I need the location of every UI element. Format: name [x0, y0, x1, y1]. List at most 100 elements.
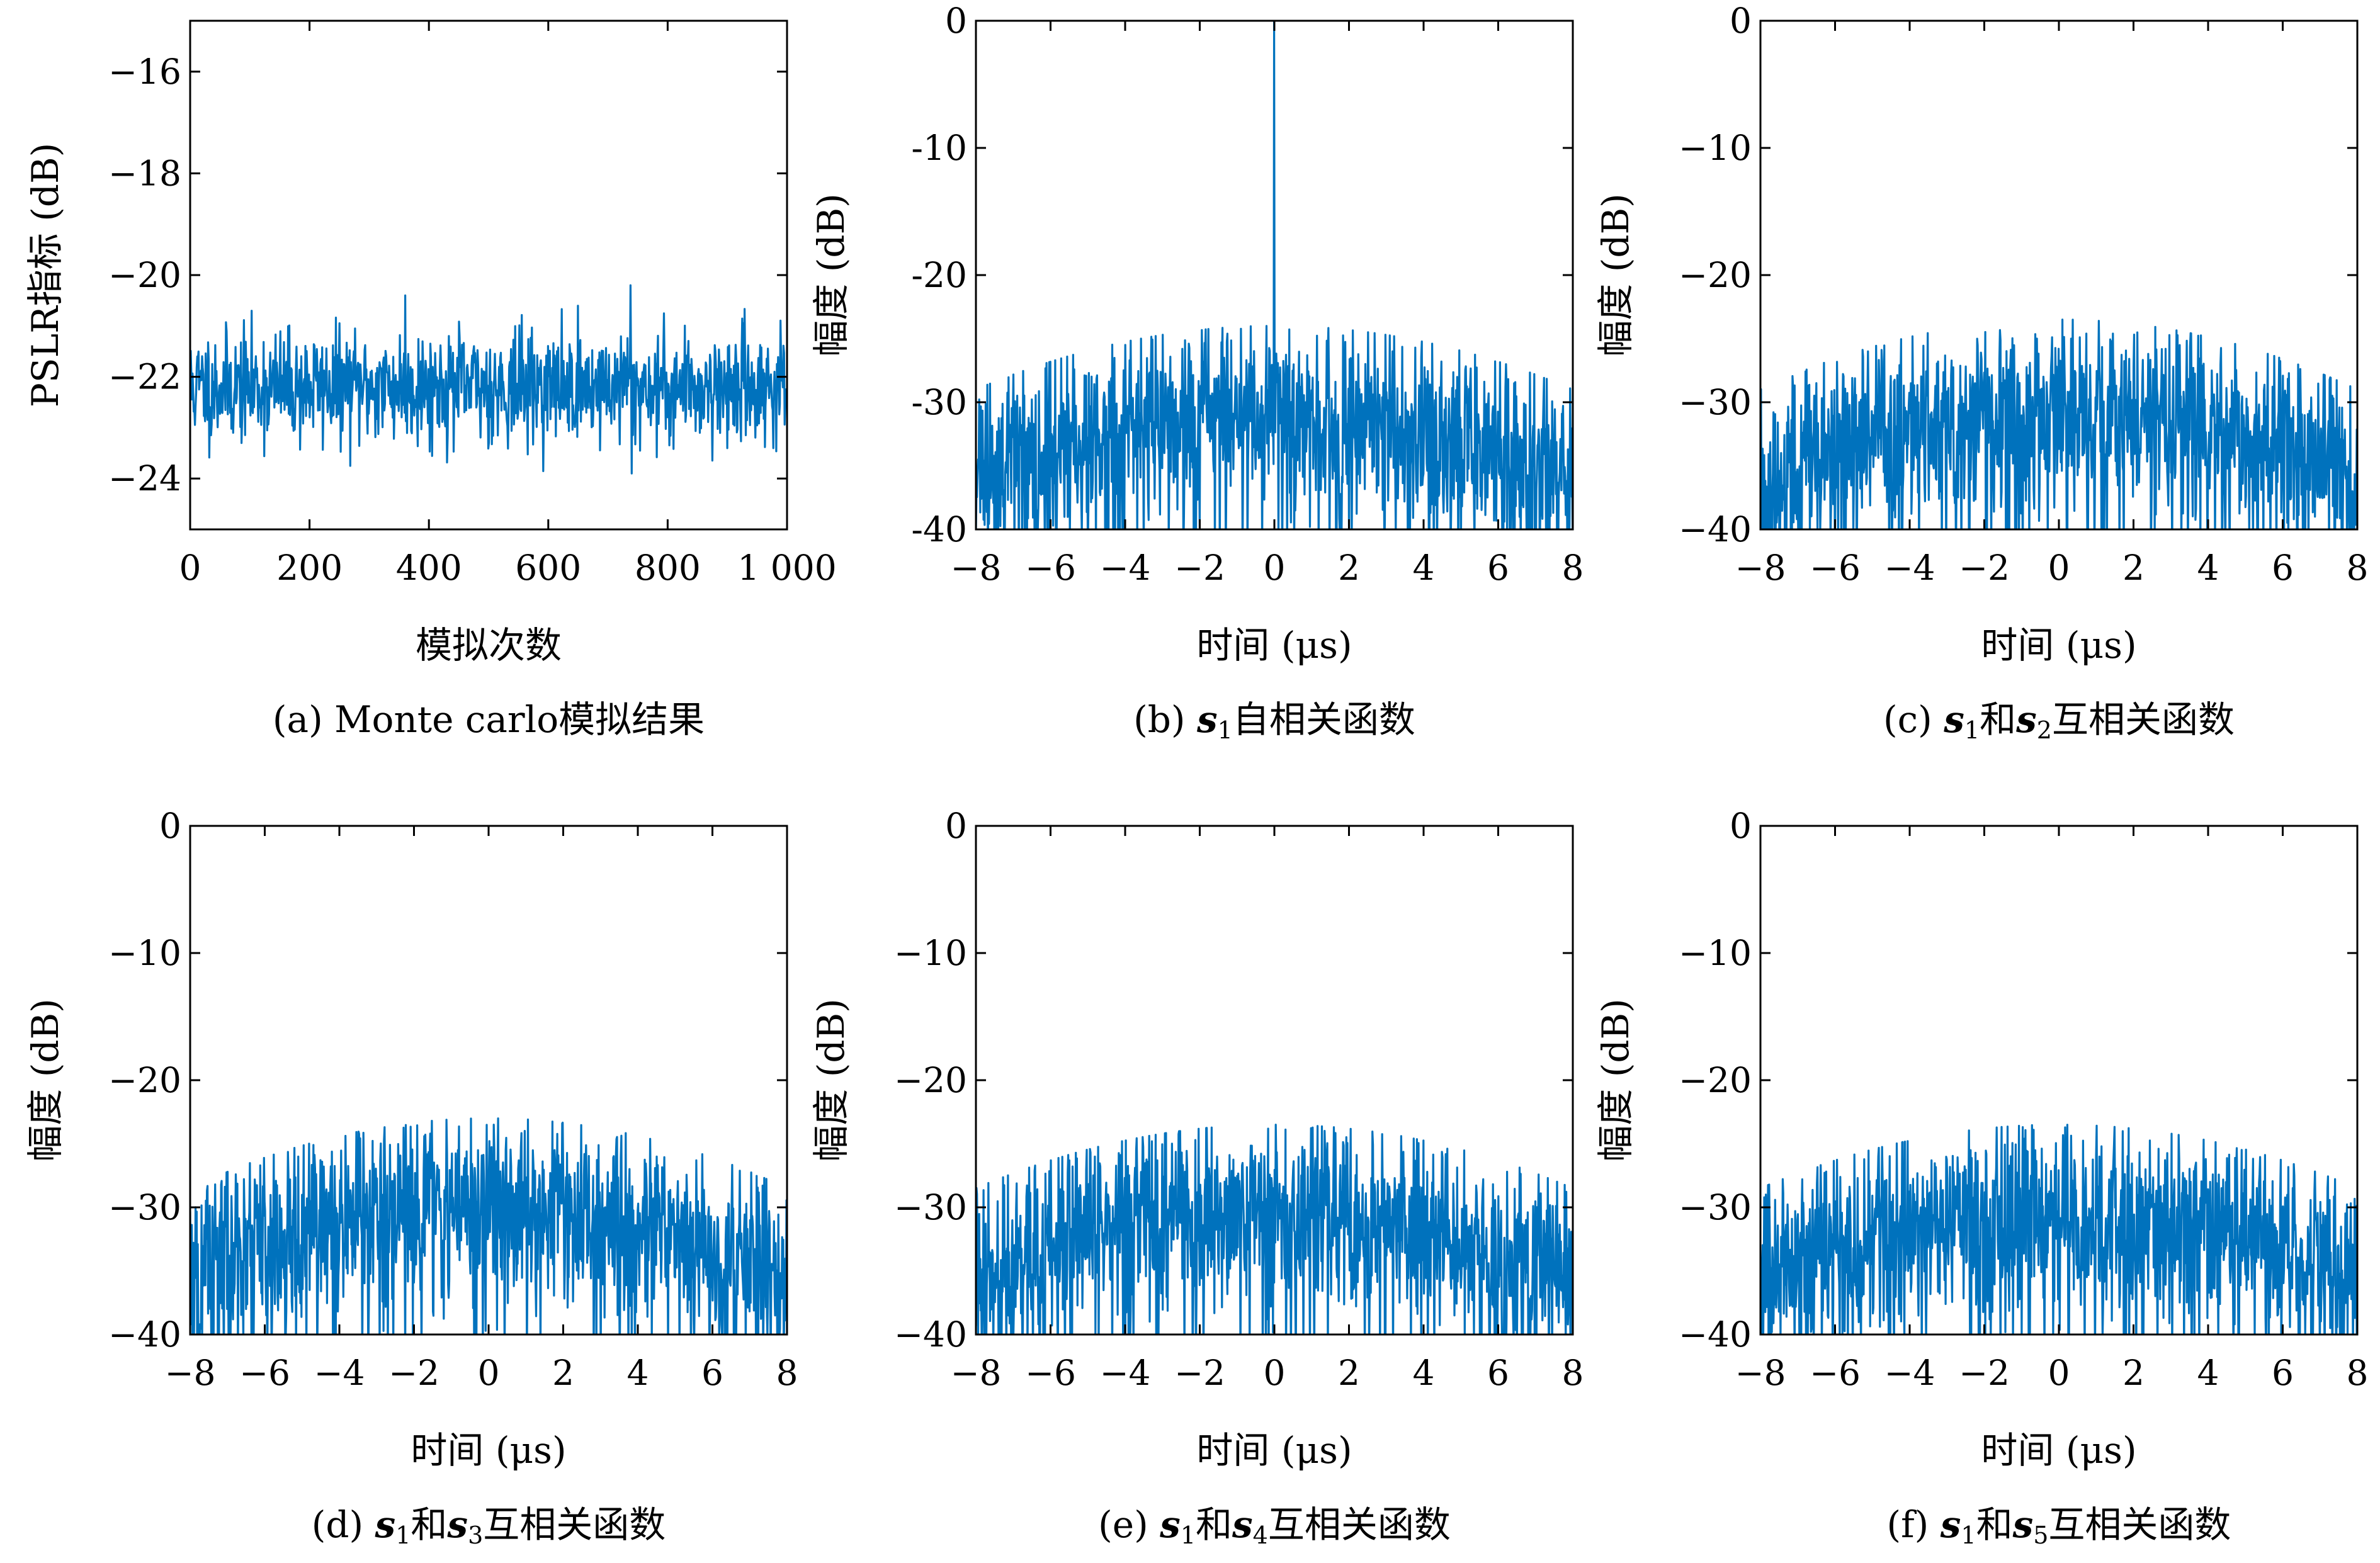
- x-tick-label: 6: [1487, 1353, 1509, 1393]
- x-tick-label: 4: [627, 1353, 649, 1393]
- x-tick-label: 1 000: [737, 548, 836, 588]
- x-tick-label: −8: [950, 1353, 1001, 1393]
- x-tick-label: 6: [1487, 548, 1509, 588]
- x-tick-label: 0: [2048, 1353, 2070, 1393]
- y-tick-label: −30: [894, 1187, 967, 1227]
- x-axis-label: 时间 (μs): [411, 1429, 566, 1472]
- x-tick-label: 2: [552, 1353, 574, 1393]
- y-tick-label: 0: [945, 806, 967, 846]
- x-tick-label: 2: [1338, 548, 1360, 588]
- chart-panel-a: 0 200 400 600 800 1 000 −16 −18 −20 −22 −24 模拟次数 PSL…: [24, 20, 837, 741]
- panel-caption: (c) s1和s2互相关函数: [1883, 698, 2235, 744]
- x-tick-label: −8: [1735, 548, 1786, 588]
- x-tick-label: −4: [1099, 1353, 1150, 1393]
- x-tick-label: 0: [1264, 548, 1286, 588]
- y-tick-label: −40: [1679, 1314, 1752, 1355]
- x-tick-label: 4: [2197, 1353, 2219, 1393]
- x-tick-label: −2: [388, 1353, 439, 1393]
- x-tick-label: 6: [701, 1353, 723, 1393]
- y-tick-label: −30: [1679, 1187, 1752, 1227]
- y-tick-label: −40: [1679, 509, 1752, 550]
- x-tick-label: 2: [1338, 1353, 1360, 1393]
- panel-caption: (e) s1和s4互相关函数: [1098, 1503, 1451, 1549]
- x-tick-label: 800: [635, 548, 701, 588]
- series-line-c-0: [1760, 319, 2357, 529]
- x-tick-label: −4: [1884, 548, 1935, 588]
- x-tick-label: 8: [776, 1353, 798, 1393]
- y-axis-label: 幅度 (dB): [1594, 998, 1637, 1161]
- panel-caption: (a) Monte carlo模拟结果: [273, 698, 705, 741]
- x-tick-label: 0: [179, 548, 201, 588]
- x-tick-label: 8: [2347, 548, 2369, 588]
- y-axis-label: 幅度 (dB): [1594, 193, 1637, 356]
- x-axis-label: 时间 (μs): [1196, 1429, 1352, 1472]
- x-tick-label: 0: [2048, 548, 2070, 588]
- series-line-a-0: [190, 284, 787, 475]
- panel-caption: (b) s1自相关函数: [1133, 698, 1415, 744]
- y-tick-label: −40: [894, 1314, 967, 1355]
- x-tick-label: 8: [1562, 548, 1584, 588]
- y-tick-label: −40: [108, 1314, 181, 1355]
- y-tick-label: -30: [911, 382, 967, 422]
- y-tick-label: -20: [911, 255, 967, 295]
- y-tick-label: −20: [894, 1060, 967, 1100]
- y-tick-label: 0: [1730, 1, 1752, 41]
- x-tick-label: −2: [1174, 548, 1225, 588]
- panel-caption: (d) s1和s3互相关函数: [312, 1503, 666, 1549]
- x-tick-label: 8: [1562, 1353, 1584, 1393]
- x-tick-label: −6: [239, 1353, 290, 1393]
- y-tick-label: -10: [911, 128, 967, 168]
- x-tick-label: 600: [515, 548, 581, 588]
- y-tick-label: 0: [1730, 806, 1752, 846]
- y-tick-label: −22: [108, 357, 181, 397]
- x-tick-label: −8: [1735, 1353, 1786, 1393]
- series-line-d-0: [190, 1117, 787, 1334]
- y-axis-label: PSLR指标 (dB): [24, 143, 67, 407]
- panel-caption: (f) s1和s5互相关函数: [1887, 1503, 2231, 1549]
- x-tick-label: −8: [164, 1353, 215, 1393]
- y-tick-label: −20: [1679, 255, 1752, 295]
- x-tick-label: −4: [314, 1353, 365, 1393]
- y-tick-label: 0: [945, 1, 967, 41]
- y-tick-label: −20: [1679, 1060, 1752, 1100]
- x-tick-label: −4: [1884, 1353, 1935, 1393]
- x-axis-label: 时间 (μs): [1196, 624, 1352, 667]
- x-tick-label: −4: [1099, 548, 1150, 588]
- y-tick-label: −24: [108, 458, 181, 499]
- y-tick-label: −30: [1679, 382, 1752, 422]
- x-tick-label: −6: [1810, 1353, 1861, 1393]
- x-tick-label: 0: [478, 1353, 500, 1393]
- series-line-e-0: [976, 1124, 1573, 1334]
- y-tick-label: −20: [108, 1060, 181, 1100]
- series-line-b-0: [976, 21, 1573, 529]
- x-tick-label: −2: [1959, 548, 2010, 588]
- x-axis-label: 时间 (μs): [1981, 1429, 2136, 1472]
- y-axis-label: 幅度 (dB): [24, 998, 67, 1161]
- y-tick-label: -40: [911, 509, 967, 550]
- y-tick-label: −30: [108, 1187, 181, 1227]
- x-tick-label: 8: [2347, 1353, 2369, 1393]
- plot-frame: [189, 20, 788, 531]
- x-tick-label: −6: [1025, 1353, 1076, 1393]
- y-tick-label: −10: [894, 933, 967, 973]
- y-tick-label: −10: [1679, 128, 1752, 168]
- chart-panel-b: −8 −6 −4 −2 0 2 4 6 8 0 -10 -20 -30 -40 时间 (μs) 幅度 (dB)…: [810, 1, 1584, 744]
- x-tick-label: 4: [1413, 1353, 1435, 1393]
- x-tick-label: 0: [1264, 1353, 1286, 1393]
- x-tick-label: 2: [2122, 1353, 2145, 1393]
- y-tick-label: −18: [108, 153, 181, 193]
- y-tick-label: −20: [108, 255, 181, 295]
- x-tick-label: 6: [2272, 548, 2294, 588]
- y-tick-label: −16: [108, 52, 181, 92]
- x-tick-label: −6: [1810, 548, 1861, 588]
- x-tick-label: 2: [2122, 548, 2145, 588]
- x-tick-label: 400: [396, 548, 462, 588]
- y-tick-label: −10: [108, 933, 181, 973]
- series-line-f-0: [1760, 1124, 2357, 1334]
- x-tick-label: −2: [1174, 1353, 1225, 1393]
- y-tick-label: −10: [1679, 933, 1752, 973]
